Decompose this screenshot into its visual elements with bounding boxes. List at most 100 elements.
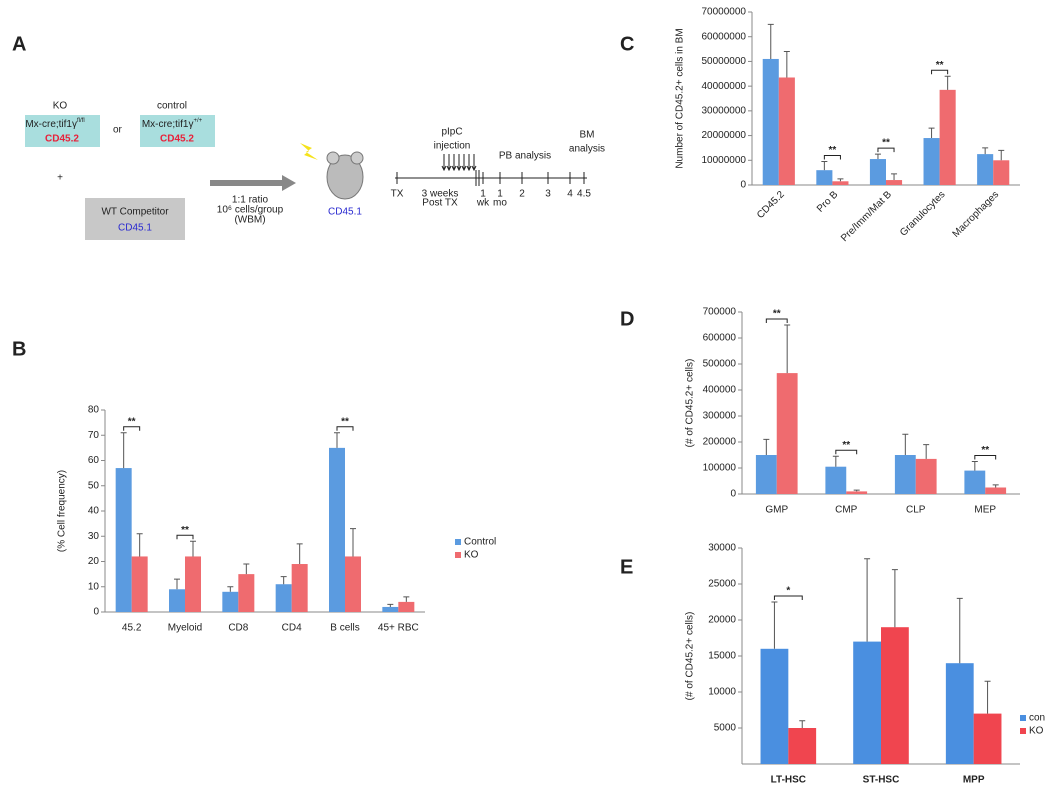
error-bar — [763, 438, 770, 455]
error-bar — [784, 324, 791, 374]
bar — [185, 556, 201, 612]
legend-swatch — [455, 552, 461, 558]
legend-swatch — [1020, 728, 1026, 734]
y-tick-label: 40000000 — [702, 81, 747, 92]
error-bar — [902, 433, 909, 455]
error-bar — [971, 461, 978, 471]
arrow-label: (WBM) — [234, 215, 265, 226]
bar — [329, 447, 345, 612]
bar — [382, 606, 399, 612]
error-bar — [136, 533, 143, 557]
bar — [275, 584, 292, 612]
arrow-label: 10⁶ cells/group — [217, 205, 284, 216]
irradiation-icon — [300, 143, 318, 160]
injection-label: pIpC — [441, 127, 462, 138]
y-tick-label: 20000 — [708, 615, 736, 626]
y-tick-label: 60000000 — [702, 31, 747, 42]
x-tick-label: ST-HSC — [863, 775, 900, 786]
y-tick-label: 10000 — [708, 687, 736, 698]
y-tick-label: 30000000 — [702, 105, 747, 116]
significance-bracket — [877, 147, 895, 153]
panel-label: C — [620, 33, 634, 55]
y-tick-label: 60 — [88, 455, 100, 466]
bar — [853, 641, 881, 764]
y-tick-label: 20000000 — [702, 130, 747, 141]
x-tick-label: CD45.2 — [755, 189, 787, 221]
y-tick-label: 30 — [88, 531, 100, 542]
genotype: Mx-cre;tif1γ — [25, 119, 77, 130]
y-tick-label: 40 — [88, 506, 100, 517]
y-tick-label: 80 — [88, 405, 100, 416]
timeline-tick-label: mo — [493, 198, 507, 209]
significance-label: ** — [981, 445, 989, 456]
y-tick-label: 20 — [88, 556, 100, 567]
y-tick-label: 200000 — [703, 437, 737, 448]
x-tick-label: Pro B — [815, 189, 841, 215]
significance-bracket — [773, 595, 803, 600]
y-tick-label: 400000 — [703, 385, 737, 396]
bar — [977, 154, 994, 185]
error-bar — [387, 603, 394, 607]
timeline-tick-label: 4.5 — [577, 189, 591, 200]
timeline-tick-label: 1 — [497, 189, 503, 200]
bar — [923, 138, 940, 185]
y-tick-label: 10 — [88, 581, 100, 592]
legend-label: Control — [464, 537, 496, 548]
arrow — [441, 154, 447, 172]
panel-label: E — [620, 556, 633, 578]
error-bar — [771, 601, 778, 649]
error-bar — [227, 586, 234, 592]
panel-label: A — [12, 33, 26, 55]
bar — [985, 487, 1007, 494]
error-bar — [891, 569, 898, 628]
x-tick-label: MEP — [974, 505, 996, 516]
timeline-tick-label: 1 — [480, 189, 486, 200]
bar — [778, 77, 795, 185]
error-bar — [923, 444, 930, 459]
or-text: or — [113, 125, 123, 136]
arrow-label: 1:1 ratio — [232, 195, 269, 206]
timeline-tick-label: 2 — [519, 189, 525, 200]
bar — [825, 466, 847, 494]
significance-label: ** — [882, 138, 890, 149]
bar — [973, 713, 1002, 764]
y-tick-label: 0 — [730, 489, 736, 500]
bar — [776, 373, 798, 494]
y-tick-label: 300000 — [703, 411, 737, 422]
arrow — [461, 154, 467, 172]
x-tick-label: GMP — [765, 505, 788, 516]
error-bar — [874, 153, 881, 160]
y-tick-label: 70 — [88, 430, 100, 441]
bar — [115, 468, 132, 612]
y-tick-label: 5000 — [714, 723, 737, 734]
x-tick-label: Myeloid — [168, 623, 202, 634]
arrow — [451, 154, 457, 172]
bar — [881, 627, 909, 764]
y-axis-label: Number of CD45.2+ cells in BM — [675, 28, 686, 168]
genotype: Mx-cre;tif1γ — [142, 119, 194, 130]
mouse-ear — [326, 151, 340, 165]
superscript: +/+ — [193, 118, 202, 124]
y-tick-label: 50000000 — [702, 56, 747, 67]
x-tick-label: 45.2 — [122, 623, 142, 634]
timeline-tick-label: 4 — [567, 189, 573, 200]
bar — [832, 181, 849, 185]
bar — [945, 663, 974, 764]
error-bar — [243, 563, 250, 575]
significance-label: ** — [341, 416, 349, 427]
significance-bracket — [823, 155, 841, 160]
bar — [788, 728, 817, 764]
control-marker: CD45.2 — [160, 134, 194, 145]
plus-text: + — [57, 173, 63, 184]
y-tick-label: 0 — [93, 607, 99, 618]
error-bar — [992, 484, 999, 488]
competitor-marker: CD45.1 — [118, 223, 152, 234]
significance-label: ** — [128, 416, 136, 427]
error-bar — [783, 51, 790, 78]
bar — [816, 170, 833, 185]
significance-bracket — [336, 426, 354, 431]
x-tick-label: 45+ RBC — [378, 623, 419, 634]
bar — [886, 180, 903, 185]
bar — [915, 458, 937, 494]
error-bar — [120, 432, 127, 469]
